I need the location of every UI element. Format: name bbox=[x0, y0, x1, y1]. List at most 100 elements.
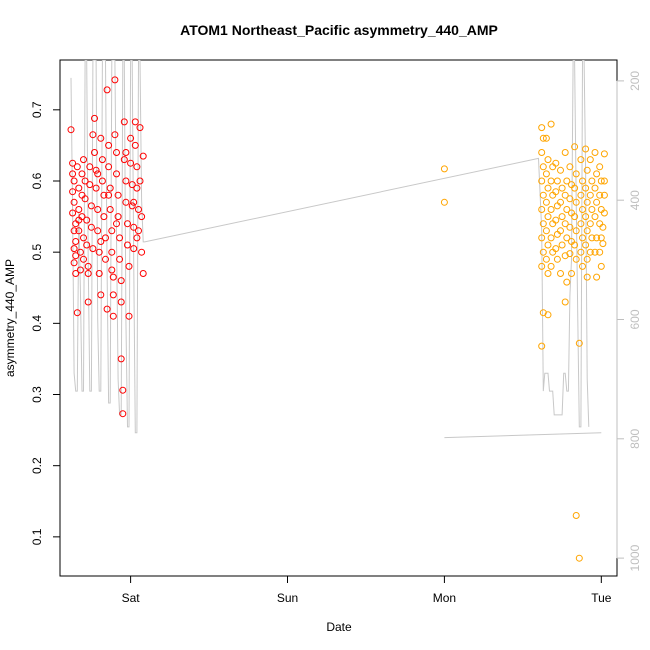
data-point bbox=[572, 198, 580, 206]
data-point bbox=[130, 198, 138, 206]
data-point bbox=[583, 227, 591, 235]
data-point bbox=[593, 198, 601, 206]
data-point bbox=[572, 255, 580, 263]
data-point bbox=[599, 223, 607, 231]
data-point bbox=[566, 223, 574, 231]
data-point bbox=[577, 220, 585, 228]
data-point bbox=[568, 270, 575, 277]
data-point bbox=[440, 198, 448, 206]
data-point bbox=[76, 248, 84, 256]
data-point bbox=[81, 177, 89, 185]
data-point bbox=[78, 170, 86, 178]
y-tick-label: 0.5 bbox=[30, 244, 44, 261]
data-point bbox=[113, 170, 120, 178]
data-point bbox=[571, 143, 579, 151]
data-point bbox=[103, 305, 111, 313]
data-point bbox=[539, 134, 547, 142]
data-point bbox=[125, 262, 133, 270]
data-point bbox=[69, 188, 77, 196]
data-point bbox=[591, 149, 599, 156]
data-point bbox=[600, 177, 608, 185]
data-point bbox=[582, 184, 590, 192]
data-point bbox=[553, 255, 561, 263]
y2-tick-label: 400 bbox=[628, 190, 642, 210]
data-point bbox=[109, 291, 117, 299]
data-point bbox=[108, 266, 116, 274]
data-point bbox=[547, 234, 555, 242]
data-point bbox=[69, 209, 77, 217]
data-point bbox=[542, 255, 550, 263]
data-point bbox=[593, 273, 601, 281]
data-point bbox=[597, 262, 605, 270]
data-point bbox=[95, 270, 103, 277]
data-point bbox=[131, 118, 139, 126]
data-point bbox=[583, 198, 591, 206]
data-point bbox=[599, 240, 607, 248]
data-point bbox=[582, 241, 590, 249]
data-point bbox=[83, 216, 91, 224]
data-point bbox=[75, 206, 83, 213]
data-point bbox=[566, 250, 574, 258]
data-point bbox=[136, 177, 144, 185]
data-point bbox=[579, 234, 586, 242]
data-point bbox=[108, 248, 116, 256]
x-axis-label: Date bbox=[326, 620, 352, 634]
data-point bbox=[591, 248, 599, 256]
data-point bbox=[583, 273, 591, 281]
data-point bbox=[591, 213, 599, 221]
data-point bbox=[539, 220, 547, 228]
data-point bbox=[558, 241, 566, 249]
data-point bbox=[440, 165, 448, 173]
data-point bbox=[544, 311, 552, 319]
data-point bbox=[591, 184, 599, 192]
data-point bbox=[538, 124, 546, 132]
data-point bbox=[586, 191, 594, 199]
data-point bbox=[542, 170, 550, 178]
data-point bbox=[547, 120, 555, 128]
data-point bbox=[122, 149, 130, 156]
data-point bbox=[86, 181, 94, 189]
y-axis-label: asymmetry_440_AMP bbox=[3, 259, 17, 377]
depth-line-0 bbox=[70, 60, 590, 434]
data-point bbox=[547, 177, 555, 185]
data-point bbox=[73, 309, 81, 317]
data-point bbox=[114, 213, 122, 221]
data-point bbox=[97, 134, 105, 142]
data-point bbox=[563, 177, 571, 185]
data-point bbox=[80, 234, 87, 242]
data-point bbox=[583, 255, 591, 263]
data-point bbox=[542, 227, 550, 235]
data-point bbox=[135, 206, 142, 213]
data-point bbox=[138, 213, 146, 221]
data-point bbox=[72, 252, 80, 260]
data-point bbox=[552, 216, 560, 224]
data-point bbox=[105, 141, 113, 149]
data-point bbox=[106, 184, 114, 192]
data-point bbox=[84, 262, 92, 270]
x-tick-label: Tue bbox=[591, 591, 612, 605]
data-point bbox=[130, 245, 138, 253]
data-point bbox=[553, 177, 561, 185]
data-point bbox=[538, 262, 546, 270]
data-point bbox=[92, 166, 100, 174]
depth-line-layer bbox=[70, 60, 602, 439]
data-point bbox=[119, 410, 127, 418]
data-point bbox=[582, 145, 590, 153]
y2-tick-label: 800 bbox=[628, 428, 642, 448]
data-point bbox=[117, 277, 125, 285]
data-point bbox=[544, 184, 552, 192]
data-point bbox=[575, 339, 583, 347]
data-point bbox=[571, 213, 579, 221]
data-point bbox=[561, 149, 569, 156]
y-tick-label: 0.7 bbox=[30, 101, 44, 118]
data-point bbox=[73, 163, 81, 171]
data-point bbox=[539, 248, 547, 256]
data-point bbox=[89, 245, 97, 253]
data-point bbox=[544, 241, 552, 249]
data-point bbox=[539, 191, 547, 199]
y-tick-label: 0.6 bbox=[30, 172, 44, 189]
data-point bbox=[92, 184, 100, 192]
data-point bbox=[98, 177, 106, 185]
data-point bbox=[89, 131, 97, 139]
